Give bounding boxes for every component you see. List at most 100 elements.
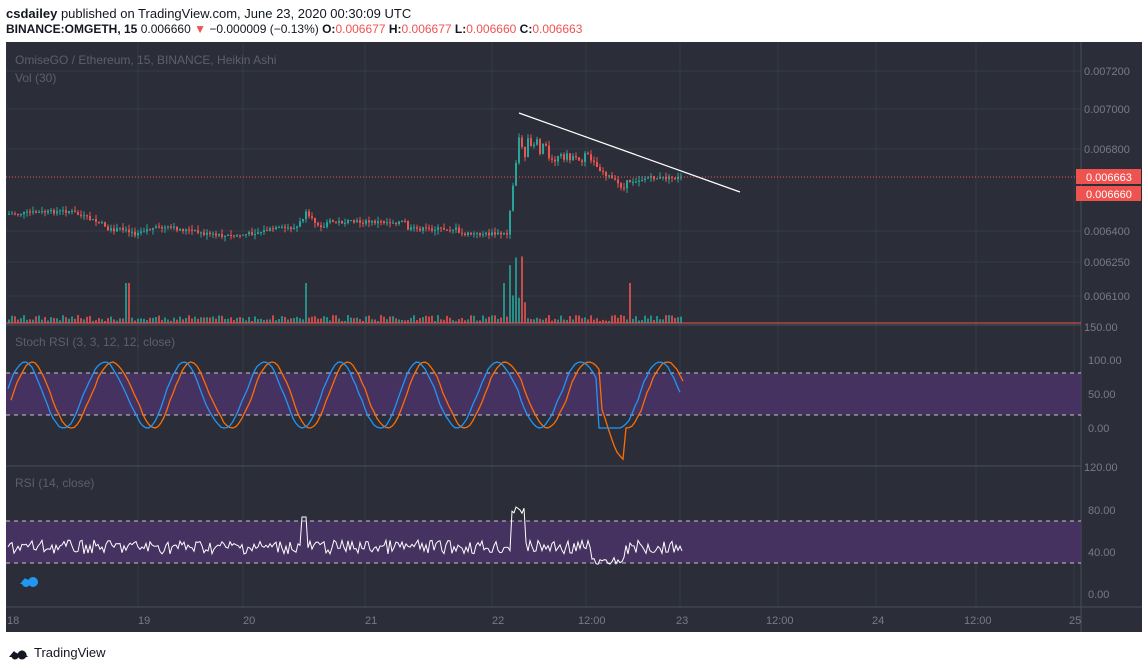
time-axis[interactable]: 18 19 20 21 22 12:00 23 12:00 24 12:00 2… <box>7 615 1081 627</box>
candle-body <box>335 222 337 224</box>
published-text: published on TradingView.com, June 23, 2… <box>60 6 412 21</box>
candle-body <box>176 226 178 231</box>
volume-bar <box>311 316 313 323</box>
volume-bar <box>512 295 514 323</box>
candle-body <box>170 226 172 228</box>
volume-bar <box>317 318 319 323</box>
volume-bar <box>674 317 676 323</box>
candle-body <box>218 234 220 236</box>
volume-bar <box>182 319 184 323</box>
volume-bar <box>113 319 115 323</box>
tradingview-logo-icon[interactable] <box>8 646 30 660</box>
stoch-d-line[interactable] <box>10 361 684 461</box>
candle-body <box>437 227 439 230</box>
candle-body <box>254 234 256 236</box>
candle-body <box>476 232 478 234</box>
candle-body <box>74 210 76 213</box>
volume-bar <box>353 318 355 323</box>
candle-body <box>368 220 370 223</box>
volume-bar <box>8 319 10 323</box>
volume-bar <box>569 316 571 323</box>
volume-bar <box>44 317 46 323</box>
volume-bar <box>608 320 610 323</box>
candle-body <box>569 153 571 161</box>
volume-series[interactable] <box>8 256 682 323</box>
candle-body <box>263 230 265 232</box>
candle-body <box>626 180 628 189</box>
candle-body <box>20 213 22 215</box>
volume-bar <box>260 318 262 323</box>
tradingview-brand[interactable]: TradingView <box>34 645 106 660</box>
rsi-axis-label: 120.00 <box>1084 462 1118 474</box>
candle-body <box>179 228 181 231</box>
trendline-drawing[interactable] <box>518 112 741 193</box>
volume-bar <box>401 319 403 323</box>
candle-body <box>536 139 538 145</box>
stoch-k-line[interactable] <box>7 361 681 429</box>
candle-body <box>578 157 580 161</box>
volume-bar <box>524 302 526 323</box>
candle-body <box>446 229 448 231</box>
author-name[interactable]: csdailey <box>6 6 58 21</box>
volume-bar <box>629 283 631 323</box>
volume-bar <box>632 318 634 323</box>
candle-body <box>518 137 520 163</box>
stoch-axis-label: 50.00 <box>1088 389 1116 401</box>
candle-body <box>644 178 646 180</box>
chart-area[interactable]: OmiseGO / Ethereum, 15, BINANCE, Heikin … <box>6 42 1142 632</box>
candle-body <box>68 211 70 213</box>
volume-bar <box>161 319 163 323</box>
candle-body <box>230 234 232 236</box>
volume-bar <box>518 297 520 323</box>
volume-bar <box>461 317 463 323</box>
volume-bar <box>539 318 541 323</box>
volume-bar <box>248 316 250 323</box>
last-price-tag <box>1076 169 1141 184</box>
candle-body <box>56 211 58 214</box>
candle-body <box>266 230 268 232</box>
candle-body <box>401 220 403 222</box>
volume-bar <box>296 316 298 323</box>
candle-body <box>77 212 79 215</box>
time-label: 19 <box>138 615 150 627</box>
down-arrow-icon: ▼ <box>194 22 206 36</box>
candle-body <box>203 232 205 235</box>
candle-body <box>653 176 655 180</box>
candle-body <box>419 228 421 231</box>
candle-body <box>380 221 382 223</box>
candle-body <box>425 227 427 229</box>
price-axis-label: 0.006400 <box>1084 226 1130 238</box>
candle-body <box>362 222 364 224</box>
volume-bar <box>509 265 511 323</box>
rsi-band <box>6 521 1081 563</box>
chart-canvas[interactable]: OmiseGO / Ethereum, 15, BINANCE, Heikin … <box>6 42 1142 632</box>
candle-body <box>338 220 340 223</box>
candle-body <box>89 216 91 220</box>
candle-body <box>236 235 238 237</box>
volume-bar <box>278 319 280 323</box>
volume-bar <box>656 316 658 323</box>
price-axis[interactable]: 0.007200 0.007000 0.006800 0.006400 0.00… <box>1084 66 1130 334</box>
volume-bar <box>266 319 268 323</box>
candlestick-series[interactable] <box>8 133 682 242</box>
volume-bar <box>404 320 406 323</box>
volume-bar <box>293 318 295 323</box>
candle-body <box>185 229 187 232</box>
tradingview-cloud-icon[interactable] <box>20 577 38 587</box>
volume-bar <box>548 315 550 323</box>
volume-bar <box>62 315 64 323</box>
candle-body <box>221 234 223 237</box>
volume-bar <box>527 318 529 323</box>
volume-bar <box>398 319 400 323</box>
volume-bar <box>617 317 619 323</box>
volume-bar <box>413 315 415 323</box>
volume-bar <box>356 317 358 323</box>
candle-body <box>374 220 376 224</box>
candle-body <box>434 229 436 231</box>
candle-body <box>479 232 481 236</box>
candle-body <box>245 234 247 236</box>
rsi-line[interactable] <box>7 506 683 565</box>
volume-bar <box>536 317 538 323</box>
volume-bar <box>56 318 58 323</box>
volume-bar <box>305 283 307 323</box>
